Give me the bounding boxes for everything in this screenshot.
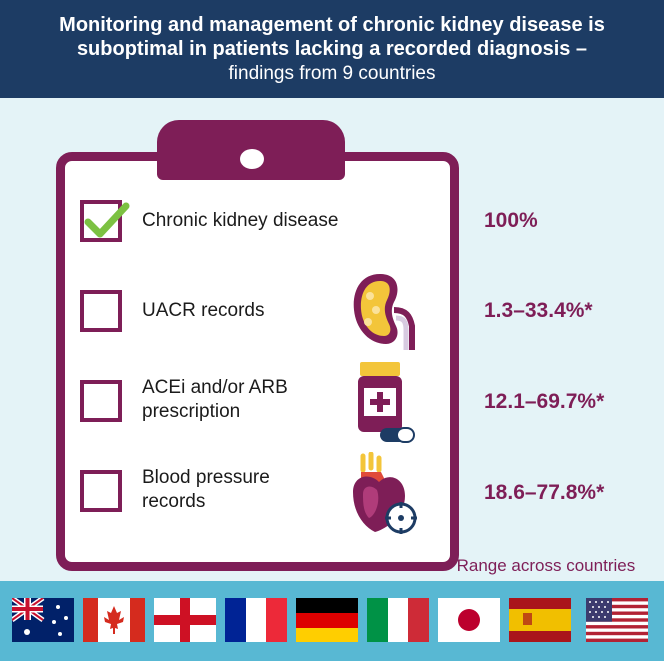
item-label-uacr-records: UACR records — [142, 300, 265, 321]
item-label-blood-pressure-records: Blood pressure records — [142, 467, 270, 512]
item-label-chronic-kidney-disease: Chronic kidney disease — [142, 210, 339, 231]
spain-flag-icon — [509, 598, 571, 642]
japan-flag-icon — [438, 598, 500, 642]
value-acei-arb-prescription: 12.1–69.7%* — [484, 390, 605, 413]
france-flag-icon — [225, 598, 287, 642]
title-banner: Monitoring and management of chronic kid… — [0, 0, 664, 98]
england-flag-icon — [154, 598, 216, 642]
footnote: *Range across countries — [450, 556, 636, 575]
italy-flag-icon — [367, 598, 429, 642]
canada-flag-icon — [83, 598, 145, 642]
germany-flag-icon — [296, 598, 358, 642]
value-blood-pressure-records: 18.6–77.8%* — [484, 481, 605, 504]
checkbox-blood-pressure-records — [80, 470, 122, 512]
title-line-3: findings from 9 countries — [228, 63, 436, 84]
checkmark-icon — [84, 202, 130, 238]
usa-flag-icon — [586, 598, 648, 642]
medication-bottle-icon — [358, 362, 415, 443]
value-chronic-kidney-disease: 100% — [484, 209, 538, 232]
checkbox-acei-arb-prescription — [80, 380, 122, 422]
kidney-icon — [353, 274, 415, 350]
clipboard-clip-hole — [240, 149, 264, 169]
title-line-1: Monitoring and management of chronic kid… — [59, 14, 605, 36]
item-label-acei-arb-prescription: ACEi and/or ARB prescription — [142, 377, 288, 422]
australia-flag-icon — [12, 598, 74, 642]
heart-icon — [353, 452, 417, 534]
checkbox-uacr-records — [80, 290, 122, 332]
checkbox-chronic-kidney-disease — [80, 200, 130, 242]
title-line-2: suboptimal in patients lacking a recorde… — [76, 38, 588, 60]
value-uacr-records: 1.3–33.4%* — [484, 299, 593, 322]
